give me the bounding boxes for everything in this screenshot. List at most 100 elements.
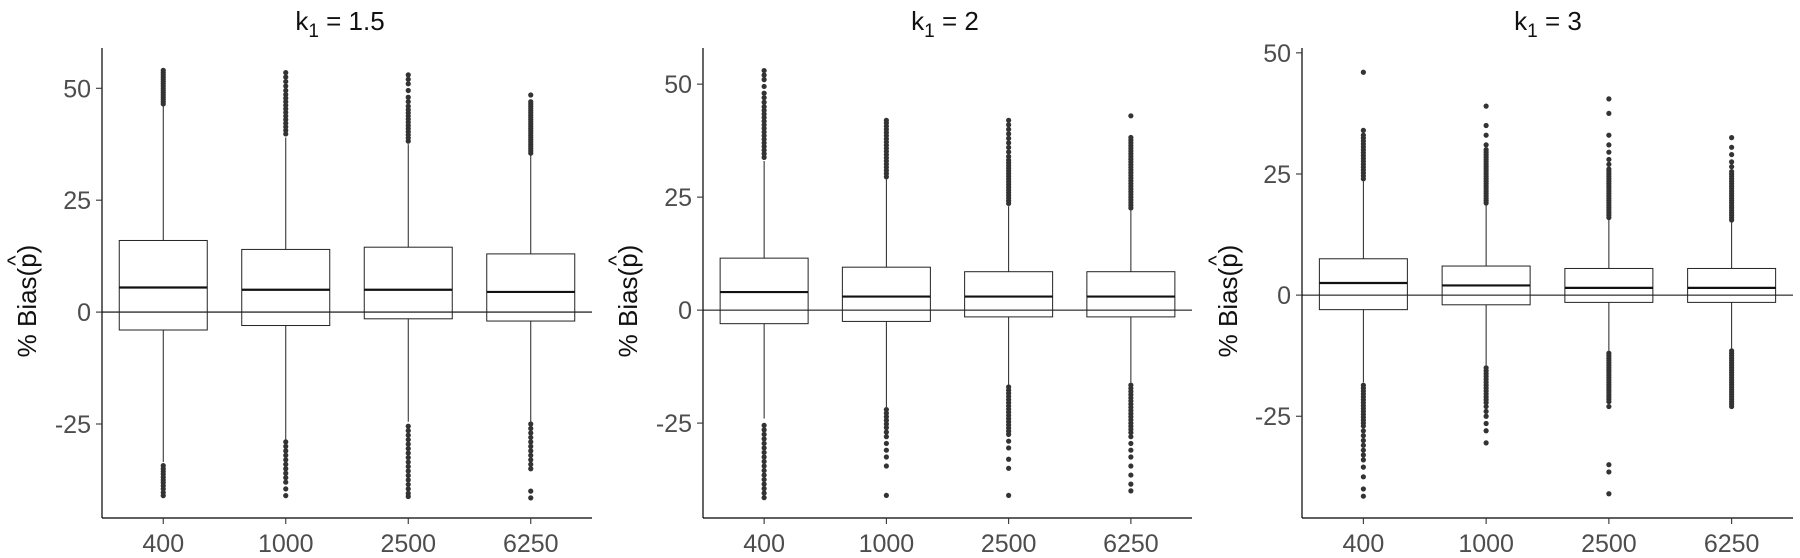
outlier-point [1606, 110, 1612, 117]
y-axis-title-hat: ^ [604, 255, 629, 266]
outlier-point [528, 439, 534, 445]
outlier-point [283, 470, 289, 476]
outlier-point [1606, 149, 1612, 155]
box-iqr [1086, 271, 1176, 318]
outlier-point [1006, 456, 1012, 462]
outlier-point [1729, 151, 1735, 158]
outlier-point [1606, 96, 1612, 102]
y-axis-title-hat: ^ [1204, 255, 1229, 266]
outlier-point [761, 114, 767, 121]
outlier-point [1360, 132, 1366, 138]
outlier-point [1483, 403, 1489, 410]
outlier-point [1360, 69, 1366, 75]
y-axis-title-suffix: ) [12, 245, 42, 254]
outlier-point [1729, 403, 1735, 410]
outlier-point [160, 67, 166, 73]
x-tick-label: 2500 [380, 530, 436, 558]
panel-title-main: k [911, 6, 925, 36]
outlier-point [1360, 428, 1366, 434]
panel-3: k1 = 3 % Bias(p) -25 0 25 50 400 1000 2500 6250 ^ [1204, 6, 1793, 558]
box-iqr [363, 246, 453, 320]
outlier-point [405, 446, 411, 452]
outlier-point [283, 131, 289, 137]
outlier-point [283, 127, 289, 133]
outlier-point [1483, 103, 1489, 109]
outlier-point [761, 67, 767, 74]
panel-title-subscript: 1 [308, 21, 319, 42]
y-axis-title-prefix: % Bias( [613, 267, 643, 357]
x-tick-label: 400 [1343, 530, 1385, 558]
outlier-point [283, 91, 289, 98]
outlier-point [405, 486, 411, 492]
outlier-point [1729, 135, 1735, 141]
outlier-point [405, 481, 411, 488]
box-6250 [486, 92, 576, 501]
outlier-point [1606, 469, 1612, 475]
outlier-point [761, 95, 767, 101]
box-1000 [241, 70, 331, 499]
box-2500 [1564, 96, 1654, 497]
panel-title-subscript: 1 [1527, 21, 1538, 42]
outlier-point [761, 99, 767, 105]
box-6250 [1687, 135, 1777, 410]
outlier-point [405, 441, 411, 447]
outlier-point [1128, 113, 1134, 119]
outlier-point [1606, 399, 1612, 405]
outlier-point [883, 417, 889, 423]
y-tick-label: 25 [1263, 161, 1291, 189]
outlier-point [761, 90, 767, 96]
outlier-point [761, 440, 767, 447]
outlier-point [761, 445, 767, 451]
outlier-point [283, 95, 289, 101]
outlier-point [1729, 144, 1735, 150]
x-tick-label: 1000 [258, 530, 314, 558]
outlier-point [405, 454, 411, 461]
outlier-point [283, 466, 289, 472]
outlier-point [1606, 166, 1612, 172]
outlier-point [1128, 447, 1134, 453]
outlier-point [283, 109, 289, 116]
outlier-point [1006, 465, 1012, 471]
panel-title: k1 = 2 [911, 6, 979, 42]
panel-title-rest: = 3 [1538, 6, 1582, 36]
outlier-point [883, 117, 889, 123]
outlier-point [1006, 492, 1012, 499]
y-tick-label: -25 [656, 410, 692, 438]
outlier-point [761, 467, 767, 474]
outlier-point [761, 83, 767, 90]
outlier-point [283, 99, 289, 105]
x-tick-label: 6250 [1103, 530, 1159, 558]
x-tick-label: 400 [743, 530, 785, 558]
outlier-point [405, 432, 411, 438]
outlier-point [283, 493, 289, 499]
panel-title-rest: = 2 [935, 6, 979, 36]
outlier-point [528, 425, 534, 432]
outlier-point [283, 475, 289, 481]
box-iqr [486, 253, 576, 322]
y-axis-title: % Bias(p) [613, 245, 643, 358]
outlier-point [405, 94, 411, 100]
x-tick-label: 6250 [503, 530, 559, 558]
outlier-point [1128, 472, 1134, 478]
outlier-point [1360, 464, 1366, 470]
outlier-point [528, 430, 534, 436]
outlier-point [528, 443, 534, 449]
outlier-point [1483, 420, 1489, 427]
y-tick-label: -25 [55, 411, 91, 439]
outlier-point [1729, 168, 1735, 175]
y-axis-title-prefix: % Bias( [1213, 267, 1243, 357]
outlier-point [283, 452, 289, 458]
y-tick-label: 50 [1263, 40, 1291, 68]
outlier-point [761, 481, 767, 487]
outlier-point [1483, 408, 1489, 415]
outlier-point [1006, 140, 1012, 146]
outlier-point [1360, 127, 1366, 133]
outlier-point [883, 447, 889, 453]
outlier-point [761, 118, 767, 124]
y-axis-title: % Bias(p) [1213, 245, 1243, 358]
y-tick-label: -25 [1255, 403, 1291, 431]
outlier-point [528, 434, 534, 441]
outlier-point [1606, 132, 1612, 138]
outlier-point [1006, 153, 1012, 160]
box-6250 [1086, 113, 1176, 494]
